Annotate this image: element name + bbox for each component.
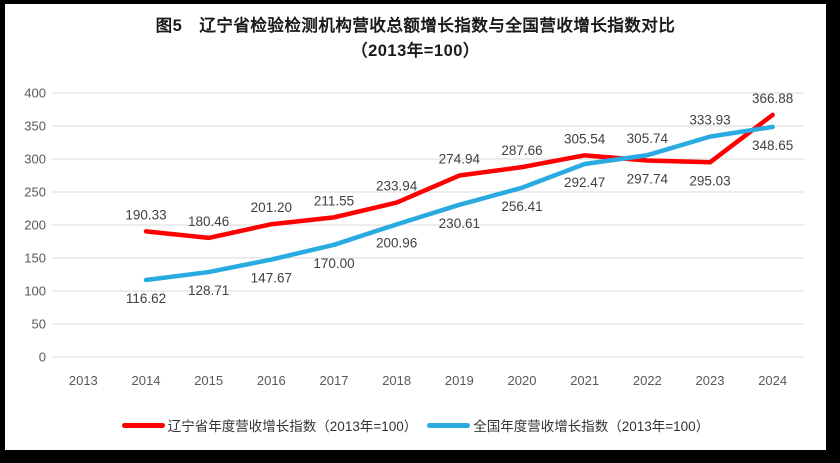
data-label-1: 305.74: [627, 131, 669, 146]
data-label-0: 366.88: [752, 91, 793, 106]
data-label-0: 190.33: [125, 207, 166, 222]
chart-title-block: 图5 辽宁省检验检测机构营收总额增长指数与全国营收增长指数对比 （2013年=1…: [5, 14, 826, 64]
y-axis-tick-label: 50: [32, 317, 46, 332]
chart-frame: 图5 辽宁省检验检测机构营收总额增长指数与全国营收增长指数对比 （2013年=1…: [5, 4, 826, 450]
x-axis-tick-label: 2023: [696, 373, 725, 388]
data-label-1: 348.65: [752, 138, 793, 153]
legend-swatch-red-line: [121, 422, 165, 428]
data-label-0: 287.66: [501, 143, 542, 158]
x-axis-tick-label: 2017: [320, 373, 349, 388]
data-label-0: 297.74: [627, 171, 669, 186]
data-label-0: 201.20: [251, 200, 292, 215]
chart-title: 图5 辽宁省检验检测机构营收总额增长指数与全国营收增长指数对比: [155, 17, 676, 35]
chart-subtitle: （2013年=100）: [351, 42, 480, 60]
x-axis-tick-label: 2024: [758, 373, 787, 388]
x-axis-tick-label: 2020: [508, 373, 537, 388]
data-label-1: 256.41: [501, 199, 542, 214]
y-axis-tick-label: 400: [24, 86, 46, 101]
data-label-1: 292.47: [564, 175, 605, 190]
data-label-1: 147.67: [251, 271, 292, 286]
legend-item-liaoning: 辽宁省年度营收增长指数（2013年=100）: [121, 415, 418, 435]
x-axis-tick-label: 2019: [445, 373, 474, 388]
data-label-1: 200.96: [376, 235, 417, 250]
data-label-1: 116.62: [126, 291, 166, 306]
x-axis-tick-label: 2015: [194, 373, 223, 388]
y-axis-tick-label: 200: [24, 218, 46, 233]
data-label-1: 333.93: [689, 113, 730, 128]
legend-label-national: 全国年度营收增长指数（2013年=100）: [473, 419, 710, 434]
y-axis-tick-label: 300: [24, 152, 46, 167]
y-axis-tick-label: 0: [39, 350, 46, 365]
data-label-0: 211.55: [314, 193, 354, 208]
x-axis-tick-label: 2022: [633, 373, 662, 388]
x-axis-tick-label: 2016: [257, 373, 286, 388]
data-label-0: 180.46: [188, 214, 229, 229]
chart-legend: 辽宁省年度营收增长指数（2013年=100） 全国年度营收增长指数（2013年=…: [5, 415, 826, 435]
data-label-0: 274.94: [439, 152, 481, 167]
x-axis-tick-label: 2021: [570, 373, 599, 388]
legend-swatch-blue-line: [427, 422, 471, 428]
data-label-0: 305.54: [564, 131, 606, 146]
data-label-1: 230.61: [439, 216, 480, 231]
y-axis-tick-label: 350: [24, 119, 46, 134]
data-label-1: 128.71: [188, 283, 229, 298]
x-axis-tick-label: 2013: [69, 373, 98, 388]
data-label-0: 295.03: [689, 173, 730, 188]
series-line-0: [143, 112, 775, 241]
legend-label-liaoning: 辽宁省年度营收增长指数（2013年=100）: [167, 419, 418, 434]
data-label-1: 170.00: [313, 256, 354, 271]
y-axis-tick-label: 250: [24, 185, 46, 200]
y-axis-tick-label: 150: [24, 251, 46, 266]
x-axis-tick-label: 2018: [382, 373, 411, 388]
line-chart-plot-area: 0 50 100 150 200 250 300 350 400 2013 2014 2015 2016…: [24, 86, 804, 388]
series-line-1: [143, 124, 775, 283]
data-label-0: 233.94: [376, 179, 418, 194]
legend-item-national: 全国年度营收增长指数（2013年=100）: [427, 415, 709, 435]
y-axis-tick-label: 100: [24, 284, 46, 299]
x-axis-tick-label: 2014: [132, 373, 161, 388]
